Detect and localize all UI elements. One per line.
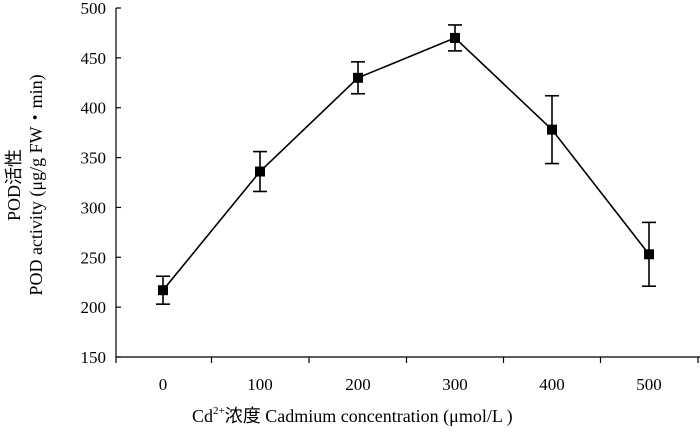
- x-tick-label: 500: [636, 375, 662, 394]
- series-group: [156, 24, 656, 305]
- y-tick-label: 450: [81, 49, 107, 68]
- x-tick-label: 400: [539, 375, 565, 394]
- series-line: [162, 36, 650, 291]
- data-point: [450, 32, 460, 43]
- data-point: [353, 72, 363, 83]
- x-tick-label: 0: [159, 375, 168, 394]
- y-ticks: 150 200 250 300 350 400 450 500: [81, 0, 121, 367]
- y-tick-label: 250: [81, 248, 107, 267]
- data-point: [644, 249, 654, 260]
- y-tick-label: 350: [81, 149, 107, 168]
- x-axis-title-suffix: 浓度 Cadmium concentration (μmol/L ): [225, 406, 513, 427]
- y-tick-label: 500: [81, 0, 107, 18]
- y-tick-label: 300: [81, 198, 107, 217]
- x-tick-label: 300: [442, 375, 468, 394]
- x-axis-title-superscript: 2+: [213, 405, 225, 417]
- data-point: [158, 285, 168, 296]
- y-tick-label: 150: [81, 348, 107, 367]
- x-axis-title-prefix: Cd: [192, 406, 213, 426]
- x-axis-title: Cd2+浓度 Cadmium concentration (μmol/L ): [192, 405, 513, 427]
- y-tick-label: 200: [81, 298, 107, 317]
- y-tick-label: 400: [81, 99, 107, 118]
- data-point: [255, 166, 265, 177]
- axes: [115, 8, 700, 358]
- y-axis-title-cn: POD活性: [4, 149, 24, 221]
- data-point: [547, 124, 557, 135]
- x-ticks: 0 100 200 300 400 500: [115, 357, 699, 394]
- x-tick-label: 200: [345, 375, 371, 394]
- y-axis-title-en: POD activity (μg/g FW・min): [26, 74, 47, 295]
- x-tick-label: 100: [247, 375, 273, 394]
